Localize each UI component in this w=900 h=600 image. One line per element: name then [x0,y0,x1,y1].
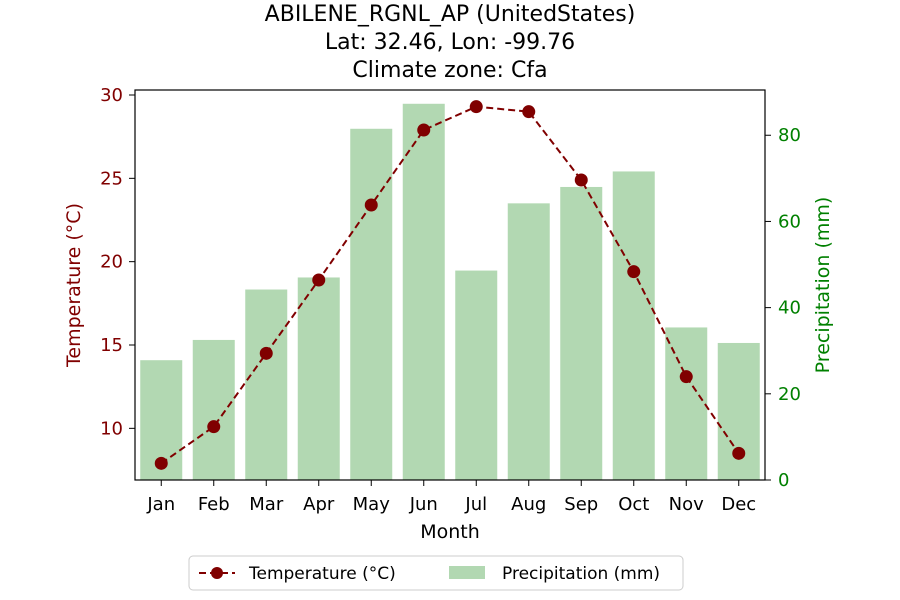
temperature-point [154,456,168,470]
precipitation-bar [402,103,445,480]
title-line-2: Lat: 32.46, Lon: -99.76 [325,30,575,55]
x-axis-label: Month [420,521,480,543]
y-left-axis-label: Temperature (°C) [63,203,85,368]
x-axis-ticks: Jan Feb Mar Apr May Jun Jul Aug Sep Oct Nov Dec [146,480,756,515]
x-tick-label: Sep [564,494,598,515]
x-tick-label: Jun [409,494,438,515]
x-tick-label: Mar [249,494,284,515]
y-right-axis-label: Precipitation (mm) [812,197,834,374]
y-right-tick-label: 60 [778,211,801,232]
title-line-3: Climate zone: Cfa [352,58,547,83]
precipitation-bar [455,270,498,480]
temperature-line [154,100,746,470]
x-tick-label: Nov [669,494,704,515]
temperature-point [259,346,273,360]
temperature-point [417,123,431,137]
x-tick-label: Oct [618,494,649,515]
title-line-1: ABILENE_RGNL_AP (UnitedStates) [265,2,636,27]
y-left-tick-label: 15 [100,335,123,356]
x-tick-label: Apr [303,494,335,515]
y-right-tick-label: 20 [778,384,801,405]
y-left-axis-ticks: 10 15 20 25 30 [100,85,135,439]
x-tick-label: Aug [511,494,546,515]
temperature-point [364,198,378,212]
y-left-tick-label: 20 [100,252,123,273]
precipitation-bar [245,289,288,480]
y-left-tick-label: 30 [100,85,123,106]
temperature-point [732,446,746,460]
temperature-point [522,105,536,119]
temperature-point [574,173,588,187]
temperature-point [312,273,326,287]
precipitation-bar [507,203,550,480]
temperature-point [627,265,641,279]
chart-title: ABILENE_RGNL_AP (UnitedStates) Lat: 32.4… [265,2,636,83]
legend-box [188,555,684,591]
precipitation-bar [665,327,708,480]
x-tick-label: Dec [721,494,756,515]
legend: Temperature (°C) Precipitation (mm) [188,555,684,591]
legend-precipitation-label: Precipitation (mm) [502,564,660,584]
y-right-tick-label: 40 [778,298,801,319]
legend-temperature-marker-icon [211,567,223,579]
precipitation-bar [560,186,603,480]
x-tick-label: May [353,494,391,515]
y-right-tick-label: 0 [778,470,789,491]
y-left-tick-label: 25 [100,168,123,189]
precipitation-bar [297,277,340,480]
precipitation-bar [192,339,235,480]
x-tick-label: Jan [146,494,175,515]
precipitation-bar [350,128,393,480]
y-right-axis-ticks: 0 20 40 60 80 [765,125,801,491]
temperature-point [207,420,221,434]
legend-temperature-label: Temperature (°C) [248,564,396,584]
temperature-line-path [160,105,740,465]
temperature-point [469,100,483,114]
x-tick-label: Jul [464,494,487,515]
legend-precipitation-swatch-icon [449,566,485,579]
y-right-tick-label: 80 [778,125,801,146]
y-left-tick-label: 10 [100,418,123,439]
temperature-point [679,370,693,384]
precipitation-bar [612,171,655,480]
plot-frame [134,89,766,481]
x-tick-label: Feb [198,494,230,515]
